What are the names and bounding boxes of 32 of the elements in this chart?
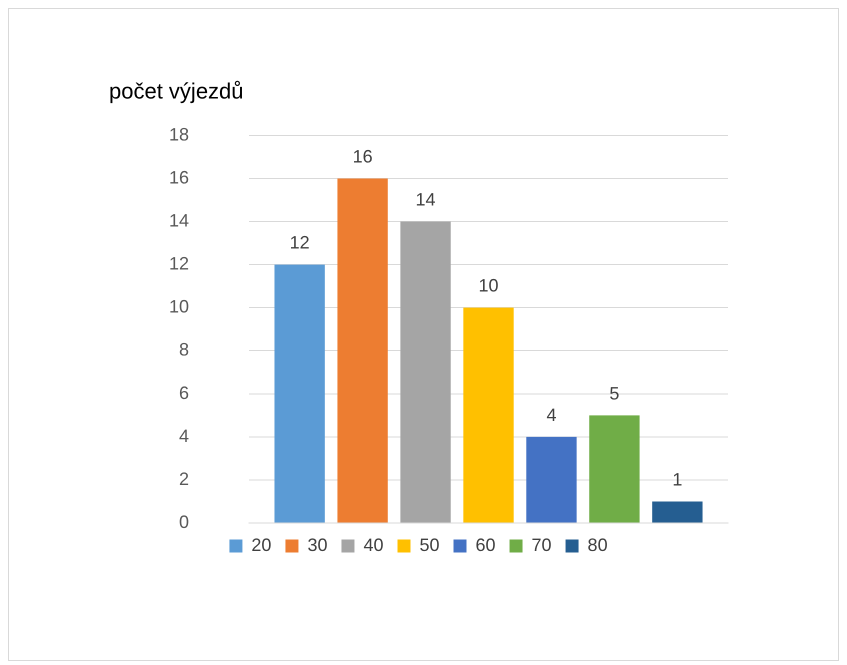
y-tick-label: 16: [168, 167, 190, 188]
y-tick-label: 2: [179, 468, 190, 489]
legend-label: 80: [588, 534, 608, 555]
data-label: 16: [352, 146, 373, 166]
bar: [400, 222, 451, 522]
y-tick-label: 8: [179, 340, 190, 360]
data-label: 12: [290, 232, 310, 253]
data-label: 5: [609, 383, 620, 404]
bar: [463, 308, 514, 522]
data-label: 4: [546, 404, 556, 425]
legend-label: 40: [363, 534, 384, 555]
y-tick-label: 14: [168, 210, 190, 230]
data-label: 1: [672, 469, 682, 490]
bar: [337, 178, 388, 522]
legend-label: 50: [419, 534, 440, 555]
legend-label: 60: [476, 534, 496, 555]
y-tick-label: 12: [168, 254, 190, 274]
y-tick-label: 4: [179, 426, 190, 446]
chart-title: počet výjezdů: [109, 78, 244, 104]
legend-label: 70: [532, 534, 552, 555]
y-tick-label: 0: [179, 512, 190, 532]
y-tick-label: 18: [168, 124, 190, 144]
y-tick-label: 6: [179, 382, 190, 403]
bar: [589, 415, 640, 522]
data-label: 10: [478, 276, 499, 296]
legend-label: 20: [251, 534, 272, 555]
bar: [526, 436, 577, 522]
legend-label: 30: [307, 534, 328, 555]
y-tick-label: 10: [168, 296, 190, 317]
data-label: 14: [416, 190, 436, 210]
bar: [274, 264, 325, 522]
bar: [652, 501, 703, 522]
